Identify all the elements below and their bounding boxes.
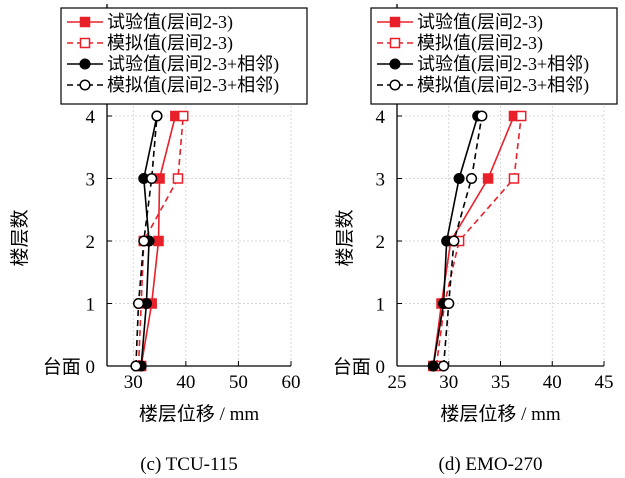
data-point-sim-2-3 (515, 110, 527, 122)
data-point-sim-2-3-adj (132, 297, 145, 310)
legend-marker-sim-2-3-adj (79, 79, 91, 91)
data-point-sim-2-3-adj (138, 235, 150, 247)
x-tick-label: 35 (491, 372, 510, 393)
legend-label-test-2-3-adj: 试验值(层间2-3+相邻) (417, 54, 589, 75)
y-tick-label: 2 (86, 232, 96, 253)
legend: 试验值(层间2-3)模拟值(层间2-3)试验值(层间2-3+相邻)模拟值(层间2… (60, 7, 308, 105)
y-tick-label: 3 (376, 170, 386, 191)
legend-marker-test-2-3-adj (389, 58, 401, 70)
data-point-sim-2-3-adj (146, 172, 158, 185)
data-point-test-2-3 (482, 173, 494, 184)
data-point-sim-2-3 (177, 110, 189, 122)
y-axis-label: 楼层数 (9, 209, 31, 266)
x-tick-label: 30 (124, 372, 143, 393)
legend-marker-test-2-3-adj (79, 58, 91, 70)
legend-marker-test-2-3 (79, 16, 91, 28)
chart-panel-1: 30 40 50 60 台面 0 1 2 3 4 楼层位移 / mm 楼层数 (c) TCU-115 试… (9, 4, 308, 475)
y-tick-label: 4 (86, 107, 96, 128)
y-tick-label: 4 (376, 107, 386, 128)
legend-marker-sim-2-3 (389, 37, 401, 49)
legend-label-sim-2-3-adj: 模拟值(层间2-3+相邻) (107, 75, 279, 96)
data-point-sim-2-3-adj (130, 360, 142, 372)
figure-caption: (d) EMO-270 (439, 454, 543, 475)
y-axis-label: 楼层数 (334, 209, 356, 266)
data-point-test-2-3-adj (427, 360, 439, 372)
legend-marker-test-2-3 (389, 16, 401, 28)
x-tick-label: 40 (543, 372, 562, 393)
x-axis-label: 楼层位移 / mm (139, 403, 260, 425)
legend: 试验值(层间2-3)模拟值(层间2-3)试验值(层间2-3+相邻)模拟值(层间2… (370, 7, 618, 105)
data-point-sim-2-3 (172, 173, 184, 184)
legend-box (370, 7, 618, 105)
y-tick-label: 3 (86, 170, 96, 191)
data-point-sim-2-3-adj (476, 110, 488, 122)
x-tick-label: 40 (176, 372, 195, 393)
y-tick-label: 1 (376, 295, 386, 316)
data-point-sim-2-3-adj (438, 360, 450, 372)
x-tick-label: 45 (595, 372, 614, 393)
legend-marker-sim-2-3 (79, 37, 91, 49)
y-tick-label: 台面 0 (333, 356, 385, 378)
data-point-test-2-3 (153, 235, 164, 247)
data-point-sim-2-3-adj (443, 297, 455, 310)
chart-panel-2: 25 30 35 40 45 台面 0 1 2 3 4 楼层位移 / mm 楼层数 (d) EMO-27… (333, 4, 618, 475)
x-axis-label: 楼层位移 / mm (440, 403, 561, 425)
series-line-sim-2-3 (435, 115, 522, 367)
legend-box (60, 7, 308, 105)
data-point-test-2-3-adj (453, 172, 465, 185)
figure-caption: (c) TCU-115 (140, 454, 238, 475)
x-tick-label: 25 (388, 372, 407, 393)
x-tick-label: 50 (229, 372, 248, 393)
legend-label-sim-2-3: 模拟值(层间2-3) (417, 33, 543, 54)
x-tick-label: 60 (282, 372, 301, 393)
legend-label-sim-2-3: 模拟值(层间2-3) (107, 33, 233, 54)
y-tick-label: 台面 0 (43, 356, 95, 378)
legend-marker-sim-2-3-adj (389, 79, 401, 91)
y-tick-label: 2 (376, 232, 386, 253)
legend-label-test-2-3-adj: 试验值(层间2-3+相邻) (107, 54, 279, 75)
legend-label-test-2-3: 试验值(层间2-3) (107, 12, 233, 33)
data-point-sim-2-3-adj (465, 172, 478, 185)
legend-label-sim-2-3-adj: 模拟值(层间2-3+相邻) (417, 75, 589, 96)
data-point-sim-2-3-adj (448, 235, 460, 247)
data-point-sim-2-3-adj (151, 110, 163, 122)
y-tick-label: 1 (86, 295, 96, 316)
data-point-sim-2-3 (508, 173, 520, 184)
legend-label-test-2-3: 试验值(层间2-3) (417, 12, 543, 33)
x-tick-label: 30 (439, 372, 458, 393)
